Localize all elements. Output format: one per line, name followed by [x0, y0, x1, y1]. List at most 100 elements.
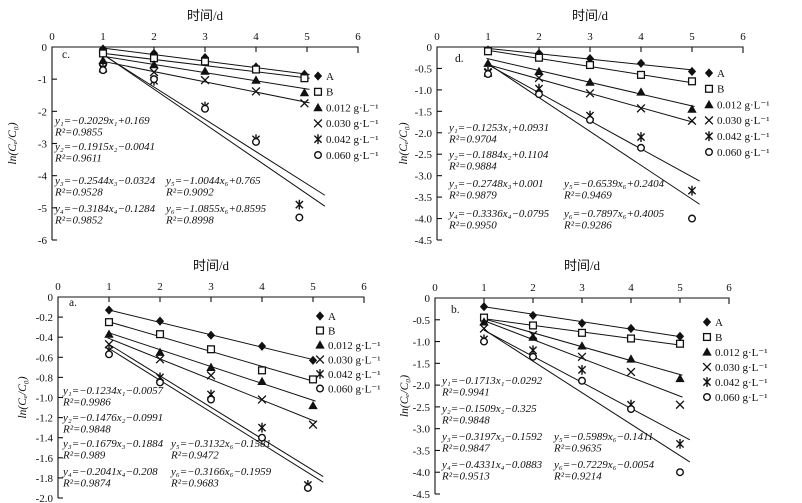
point-filled-diamond-marker [206, 330, 216, 340]
y-tick-label: -4 [38, 171, 48, 183]
point-cross-marker [206, 371, 216, 380]
point-cross-marker [534, 73, 544, 83]
point-cross-marker [577, 352, 587, 362]
y-tick-label: -5 [38, 203, 48, 215]
series-points-0.012 g·L⁻¹ [104, 329, 318, 410]
legend-item: 0.030 g·L⁻¹ [704, 115, 770, 127]
legend-filled-diamond-marker [315, 311, 325, 321]
legend-label: 0.060 g·L⁻¹ [326, 150, 379, 162]
x-tick-label: 2 [536, 31, 542, 43]
point-asterisk-marker [295, 199, 304, 210]
point-filled-triangle-marker [585, 77, 595, 86]
point-open-square-marker [687, 77, 697, 86]
point-open-circle-marker [200, 104, 209, 113]
point-open-square-marker [577, 328, 587, 337]
equation-line: y₂=−0.1915x₂−0.0041 [54, 141, 155, 153]
point-cross-marker [636, 103, 646, 113]
legend-item: A [315, 311, 336, 323]
y-tick-label: -1.4 [36, 433, 54, 445]
fit-line-0.042 g·L⁻¹ [102, 54, 326, 196]
y-tick-label: -1 [38, 74, 47, 86]
point-open-circle-marker [149, 75, 158, 84]
y-tick-label: -4.5 [413, 489, 431, 501]
x-tick-label: 5 [310, 281, 316, 293]
point-filled-triangle-marker [299, 87, 310, 97]
y-tick-label: -3.0 [413, 424, 431, 436]
point-filled-triangle-marker [155, 347, 165, 356]
point-filled-diamond-marker [308, 355, 318, 365]
legend-label: 0.012 g·L⁻¹ [717, 99, 770, 111]
legend-asterisk-marker [704, 131, 714, 142]
equation-r2: R²=0.9986 [62, 397, 111, 409]
legend-open-circle-marker [705, 147, 714, 156]
x-tick-label: 6 [726, 282, 732, 294]
y-tick-label: -2.0 [413, 380, 431, 392]
y-tick-label: 0 [425, 293, 431, 305]
fit-line-0.030 g·L⁻¹ [482, 319, 683, 398]
point-open-square-marker [626, 334, 636, 343]
y-tick-label: -1.8 [36, 473, 54, 485]
legend-label: 0.060 g·L⁻¹ [717, 147, 770, 159]
equation-r2: R²=0.9847 [441, 443, 490, 455]
point-open-square-marker [483, 47, 493, 56]
point-filled-diamond-marker [675, 331, 685, 341]
legend: AB 0.012 g·L⁻¹ 0.030 g·L⁻¹ 0.042 g·L⁻¹ 0.060… [313, 71, 379, 162]
equation-r2: R²=0.9950 [448, 220, 497, 232]
y-tick-label: -4.0 [415, 214, 433, 226]
point-open-square-marker [155, 330, 165, 339]
point-open-square-marker [200, 57, 210, 66]
legend-label: 0.042 g·L⁻¹ [717, 131, 770, 143]
point-cross-marker [257, 395, 267, 404]
point-filled-triangle-marker [479, 317, 489, 326]
y-tick-label: -0.5 [413, 315, 431, 327]
point-open-circle-marker [206, 395, 215, 404]
legend-cross-marker [313, 119, 323, 128]
x-tick-label: 6 [740, 31, 746, 43]
legend-item: B [313, 87, 333, 99]
legend-label: B [715, 332, 722, 344]
equation-line: y₄=−0.3336x₄−0.0795 [448, 208, 550, 220]
tick-labels: 0 1 2 3 4 5 6 0 -1 -2 -3 -4 -5 -6 [38, 31, 361, 247]
legend-cross-marker [702, 362, 712, 372]
legend-item: 0.012 g·L⁻¹ [702, 347, 768, 359]
series-points-0.012 g·L⁻¹ [483, 58, 697, 113]
point-filled-triangle-marker [577, 341, 587, 350]
point-cross-marker [479, 324, 489, 333]
y-tick-label: -2.0 [415, 128, 433, 140]
point-filled-triangle-marker [483, 58, 493, 67]
legend-item: 0.012 g·L⁻¹ [315, 340, 381, 352]
x-tick-label: 2 [151, 31, 157, 43]
equation-line: y₃=−0.2748x₃+0.001 [448, 178, 544, 190]
equation-r2: R²=0.9879 [448, 190, 497, 202]
point-filled-triangle-marker [104, 329, 114, 338]
equation-r2: R²=0.9472 [170, 450, 219, 462]
x-axis-title: 时间/d [187, 8, 224, 23]
point-open-circle-marker [636, 143, 645, 152]
point-filled-triangle-marker [200, 66, 210, 75]
x-tick-label: 0 [49, 31, 55, 43]
equation-r2: R²=0.9635 [553, 443, 602, 455]
point-open-circle-marker [479, 337, 488, 346]
legend-open-circle-marker [316, 384, 325, 393]
equation-line: y₆=−0.7229x₆−0.0054 [553, 459, 655, 471]
tick-labels: 0 1 2 3 4 5 6 0 -0.5 -1.0 -1.5 -2.0 -2.5 -3.0 -3.5 -4.0… [415, 31, 747, 247]
equation-line: y₆=−0.3166x₆−0.1959 [170, 466, 272, 478]
equation-line: y₅=−0.3132x₆−0.1581 [170, 438, 271, 450]
legend-label: 0.030 g·L⁻¹ [328, 354, 381, 366]
x-tick-label: 3 [208, 281, 214, 293]
point-open-square-marker [534, 53, 544, 62]
y-tick-label: -2 [38, 106, 47, 118]
legend-open-square-marker [702, 332, 712, 342]
legend-label: 0.060 g·L⁻¹ [715, 392, 768, 404]
legend-item: B [315, 325, 335, 337]
point-filled-diamond-marker [626, 323, 636, 334]
equation-line: y₁=−0.1713x₁−0.0292 [441, 375, 543, 387]
y-tick-label: -0.6 [36, 352, 54, 364]
equation-r2: R²=0.9611 [54, 153, 102, 165]
point-filled-triangle-marker [528, 332, 538, 341]
legend-item: 0.012 g·L⁻¹ [704, 99, 770, 111]
x-axis-title: 时间/d [564, 258, 601, 273]
point-open-circle-marker [534, 90, 543, 99]
legend-label: 0.042 g·L⁻¹ [715, 377, 768, 389]
